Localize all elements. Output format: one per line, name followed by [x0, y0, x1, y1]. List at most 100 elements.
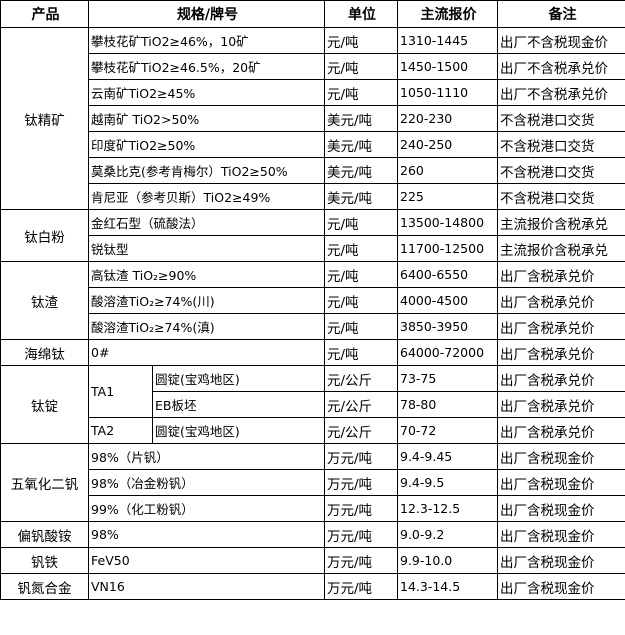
- price-cell: 9.9-10.0: [397, 547, 498, 574]
- price-cell: 6400-6550: [397, 261, 498, 288]
- product-cell: 钛白粉: [0, 209, 89, 262]
- header-price: 主流报价: [397, 0, 498, 28]
- note-cell: 出厂含税承兑价: [497, 287, 625, 314]
- header-note: 备注: [497, 0, 625, 28]
- note-cell: 不含税港口交货: [497, 183, 625, 210]
- header-row: 产品 规格/牌号 单位 主流报价 备注: [0, 0, 625, 28]
- note-cell: 出厂含税现金价: [497, 573, 625, 600]
- table-body: 钛精矿 攀枝花矿TiO2≥46%，10矿 元/吨 1310-1445 出厂不含税现金价攀…: [0, 27, 625, 600]
- price-cell: 12.3-12.5: [397, 495, 498, 522]
- note-cell: 出厂不含税承兑价: [497, 79, 625, 106]
- note-cell: 不含税港口交货: [497, 131, 625, 158]
- price-cell: 4000-4500: [397, 287, 498, 314]
- note-cell: 出厂含税现金价: [497, 469, 625, 496]
- grade-cell: TA1: [88, 365, 153, 418]
- price-cell: 14.3-14.5: [397, 573, 498, 600]
- price-cell: 3850-3950: [397, 313, 498, 340]
- header-product: 产品: [0, 0, 89, 28]
- note-cell: 出厂含税现金价: [497, 495, 625, 522]
- spec-cell: 越南矿 TiO2>50%: [88, 105, 325, 132]
- unit-cell: 元/吨: [324, 287, 398, 314]
- note-cell: 不含税港口交货: [497, 105, 625, 132]
- table-row: 钒铁 FeV50 万元/吨 9.9-10.0 出厂含税现金价: [0, 547, 625, 574]
- table-row: 酸溶渣TiO₂≥74%(川) 元/吨 4000-4500 出厂含税承兑价: [1, 287, 625, 314]
- price-cell: 9.4-9.45: [397, 443, 498, 470]
- table-row: 锐钛型 元/吨 11700-12500 主流报价含税承兑: [1, 235, 625, 262]
- price-cell: 73-75: [397, 365, 498, 392]
- spec-cell: 98%（片钒）: [88, 443, 325, 470]
- spec-cell: 莫桑比克(参考肯梅尔）TiO2≥50%: [88, 157, 325, 184]
- note-cell: 出厂含税承兑价: [497, 339, 625, 366]
- price-cell: 220-230: [397, 105, 498, 132]
- table-row: 肯尼亚（参考贝斯）TiO2≥49% 美元/吨 225 不含税港口交货: [1, 183, 625, 210]
- table-row: 98%（冶金粉钒） 万元/吨 9.4-9.5 出厂含税现金价: [1, 469, 625, 496]
- spec-cell: 锐钛型: [88, 235, 325, 262]
- price-cell: 225: [397, 183, 498, 210]
- table-row: 印度矿TiO2≥50% 美元/吨 240-250 不含税港口交货: [1, 131, 625, 158]
- unit-cell: 美元/吨: [324, 131, 398, 158]
- unit-cell: 万元/吨: [324, 573, 398, 600]
- spec-cell: 圆锭(宝鸡地区): [152, 417, 325, 444]
- table-row: 99%（化工粉钒） 万元/吨 12.3-12.5 出厂含税现金价: [1, 495, 625, 522]
- table-row: 海绵钛 0# 元/吨 64000-72000 出厂含税承兑价: [0, 339, 625, 366]
- unit-cell: 万元/吨: [324, 547, 398, 574]
- spec-cell: 98%（冶金粉钒）: [88, 469, 325, 496]
- note-cell: 出厂含税承兑价: [497, 313, 625, 340]
- header-unit: 单位: [324, 0, 398, 28]
- price-cell: 240-250: [397, 131, 498, 158]
- spec-cell: 攀枝花矿TiO2≥46%，10矿: [88, 27, 325, 54]
- product-cell: 海绵钛: [0, 339, 89, 366]
- spec-cell: FeV50: [88, 547, 325, 574]
- table-row: EB板坯 元/公斤 78-80 出厂含税承兑价: [1, 391, 625, 418]
- product-cell: 钛锭: [0, 365, 89, 444]
- note-cell: 主流报价含税承兑: [497, 235, 625, 262]
- price-cell: 9.4-9.5: [397, 469, 498, 496]
- unit-cell: 元/吨: [324, 235, 398, 262]
- note-cell: 出厂不含税现金价: [497, 27, 625, 54]
- spec-cell: 98%: [88, 521, 325, 548]
- spec-cell: 肯尼亚（参考贝斯）TiO2≥49%: [88, 183, 325, 210]
- spec-cell: 云南矿TiO2≥45%: [88, 79, 325, 106]
- spec-cell: 圆锭(宝鸡地区): [152, 365, 325, 392]
- table-row: 钛精矿 攀枝花矿TiO2≥46%，10矿 元/吨 1310-1445 出厂不含税现金价: [0, 27, 625, 210]
- note-cell: 出厂含税现金价: [497, 547, 625, 574]
- note-cell: 出厂含税承兑价: [497, 391, 625, 418]
- unit-cell: 元/吨: [324, 79, 398, 106]
- unit-cell: 美元/吨: [324, 157, 398, 184]
- table-row: 酸溶渣TiO₂≥74%(滇) 元/吨 3850-3950 出厂含税承兑价: [1, 313, 625, 340]
- price-cell: 1050-1110: [397, 79, 498, 106]
- price-cell: 70-72: [397, 417, 498, 444]
- spec-cell: 印度矿TiO2≥50%: [88, 131, 325, 158]
- unit-cell: 元/吨: [324, 339, 398, 366]
- unit-cell: 美元/吨: [324, 183, 398, 210]
- unit-cell: 元/公斤: [324, 391, 398, 418]
- unit-cell: 元/吨: [324, 261, 398, 288]
- price-cell: 64000-72000: [397, 339, 498, 366]
- unit-cell: 万元/吨: [324, 495, 398, 522]
- product-cell: 钛渣: [0, 261, 89, 340]
- table-row: 攀枝花矿TiO2≥46.5%，20矿 元/吨 1450-1500 出厂不含税承兑价: [1, 53, 625, 80]
- price-cell: 9.0-9.2: [397, 521, 498, 548]
- product-cell: 五氧化二钒: [0, 443, 89, 522]
- price-cell: 78-80: [397, 391, 498, 418]
- note-cell: 出厂含税现金价: [497, 443, 625, 470]
- unit-cell: 元/吨: [324, 209, 398, 236]
- table-row: 五氧化二钒 98%（片钒） 万元/吨 9.4-9.45 出厂含税现金价: [0, 443, 625, 522]
- price-cell: 1310-1445: [397, 27, 498, 54]
- spec-cell: 酸溶渣TiO₂≥74%(滇): [88, 313, 325, 340]
- table-row: 钛锭 TA1 圆锭(宝鸡地区) 元/公斤 73-75 出厂含税承兑价: [0, 365, 625, 444]
- unit-cell: 万元/吨: [324, 443, 398, 470]
- note-cell: 出厂不含税承兑价: [497, 53, 625, 80]
- note-cell: 不含税港口交货: [497, 157, 625, 184]
- unit-cell: 元/吨: [324, 53, 398, 80]
- unit-cell: 元/吨: [324, 313, 398, 340]
- note-cell: 出厂含税现金价: [497, 521, 625, 548]
- note-cell: 出厂含税承兑价: [497, 365, 625, 392]
- grade-cell: TA2: [88, 417, 153, 444]
- table-row: 钒氮合金 VN16 万元/吨 14.3-14.5 出厂含税现金价: [0, 573, 625, 600]
- note-cell: 出厂含税承兑价: [497, 261, 625, 288]
- table-row: 云南矿TiO2≥45% 元/吨 1050-1110 出厂不含税承兑价: [1, 79, 625, 106]
- price-cell: 260: [397, 157, 498, 184]
- table-row: TA2 圆锭(宝鸡地区) 元/公斤 70-72 出厂含税承兑价: [1, 417, 625, 444]
- unit-cell: 元/公斤: [324, 417, 398, 444]
